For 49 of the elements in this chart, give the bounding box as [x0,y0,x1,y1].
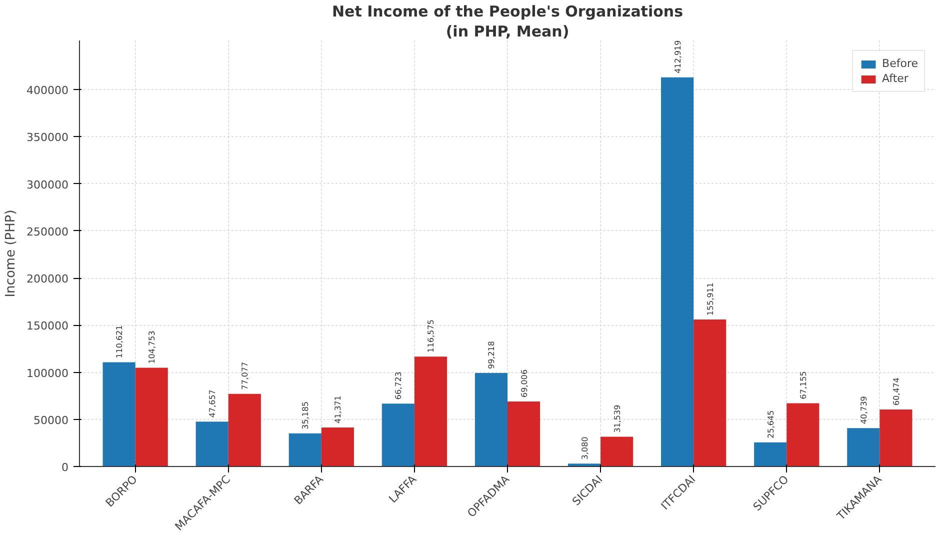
bar [786,403,820,466]
data-label: 25,645 [766,410,776,438]
data-label: 41,371 [334,396,343,424]
data-label: 116,575 [426,320,436,353]
legend-label: After [882,72,908,85]
bar [382,404,414,466]
data-label: 3,080 [580,436,590,460]
data-label: 47,657 [208,390,218,418]
bar [102,362,136,466]
bar [228,394,261,466]
chart-subtitle: (in PHP, Mean) [446,22,570,40]
y-tick-label: 400000 [26,84,69,98]
y-axis-title: Income (PHP) [4,210,19,298]
bar [754,442,787,466]
bar [694,320,726,466]
legend-label: Before [882,57,918,70]
data-label: 31,539 [612,404,622,433]
y-tick-label: 50000 [34,414,69,427]
data-label: 60,474 [892,378,901,406]
y-tick-label: 250000 [26,225,69,238]
bar [474,372,508,466]
y-tick-label: 300000 [26,178,69,192]
data-label: 69,006 [520,369,529,398]
data-label: 104,753 [148,330,157,364]
data-label: 66,723 [394,372,404,400]
bar [600,436,634,466]
bar [880,410,912,466]
chart-title: Net Income of the People's Organizations [332,2,684,20]
data-label: 155,911 [706,282,715,316]
bar [196,422,228,466]
data-label: 110,621 [115,325,124,358]
data-label: 35,185 [301,401,310,430]
data-label: 412,919 [673,40,682,74]
bar [847,428,880,466]
bar [288,433,322,466]
data-label: 99,218 [487,340,496,369]
y-tick-label: 200000 [26,272,69,286]
y-tick-label: 150000 [26,320,69,333]
bar [661,77,694,466]
y-tick-label: 0 [62,461,68,474]
bar [414,356,448,466]
data-label: 77,077 [240,362,250,390]
data-label: 67,155 [798,371,808,400]
bar [508,401,540,466]
data-label: 40,739 [859,396,868,424]
y-tick-label: 100000 [26,366,69,380]
y-tick-label: 350000 [26,131,69,144]
bar [135,368,168,466]
bar [321,428,354,466]
